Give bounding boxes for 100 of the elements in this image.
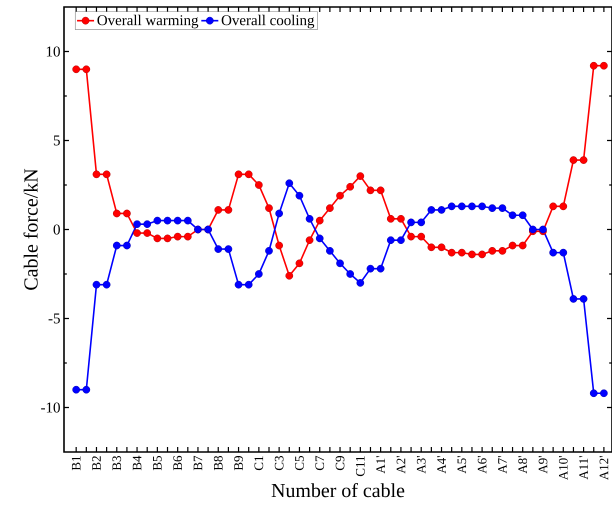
point [184,232,192,240]
legend-label: Overall warming [97,14,198,28]
point [458,202,466,210]
x-tick-label: C9 [336,456,344,470]
point [448,202,456,210]
point [438,243,446,252]
x-tick-label: B9 [234,456,243,470]
point [133,220,141,228]
x-tick-label: A1' [376,456,385,474]
point [255,270,263,278]
point [356,172,364,180]
x-tick-label: C3 [274,456,284,470]
point [458,248,466,256]
legend-label: Overall cooling [222,14,314,28]
point [164,234,172,242]
point [214,245,222,253]
point [306,214,314,223]
point [590,62,598,70]
point [468,202,476,210]
x-tick-label: A8' [518,456,528,474]
x-tick-label: B2 [92,456,101,470]
point [102,280,110,289]
point [164,216,172,224]
x-tick-label: C7 [315,456,324,470]
point [82,65,90,74]
point [376,186,384,194]
point [326,247,334,255]
x-tick-label: A12' [600,456,608,480]
point [275,242,283,250]
x-tick-label: B4 [132,456,142,470]
point [316,234,324,242]
point [478,202,486,210]
point [488,204,496,212]
point [549,202,557,210]
point [600,389,608,398]
point [143,220,152,228]
point [376,264,384,272]
point [224,245,232,253]
x-tick-label: C1 [254,456,264,470]
point [296,259,304,268]
point [285,272,294,280]
point [296,192,304,200]
point [386,214,395,223]
y-tick-label: -10 [41,402,60,413]
point [336,192,344,200]
point [184,216,192,224]
point [346,182,354,191]
point [336,259,344,268]
point [316,216,324,224]
point [438,206,446,214]
point [366,186,374,194]
point [570,156,578,164]
point [255,181,263,189]
point [285,179,294,188]
point [397,214,405,223]
point [174,232,182,240]
y-tick-label: 0 [54,224,60,235]
point [133,229,141,237]
x-tick-label: B5 [153,456,162,470]
point [154,234,162,242]
point [346,270,354,278]
point [234,170,242,178]
point [234,280,242,289]
point [174,216,182,224]
y-tick-label: 10 [46,46,60,57]
point [244,280,253,289]
point [397,236,405,244]
point [92,170,100,178]
point [559,202,568,210]
x-tick-label: B7 [194,456,202,470]
x-tick-label: B8 [214,456,223,470]
x-tick-label: B1 [72,456,80,470]
point [214,206,222,214]
point [407,218,415,226]
x-tick-label: A3' [416,456,426,474]
point [498,247,506,255]
x-tick-label: A9' [538,456,548,474]
point [549,248,557,256]
point [488,247,496,255]
point [112,210,121,218]
point [154,216,162,224]
point [498,204,506,212]
x-tick-label: A6' [478,456,486,474]
point [224,206,232,214]
point [559,248,568,256]
point [265,204,273,212]
point [112,242,121,250]
x-tick-label: B6 [173,456,182,470]
point [92,280,100,289]
point [306,236,314,244]
point [478,250,486,258]
point [580,295,588,303]
y-tick-label: 5 [54,136,60,146]
point [143,229,152,237]
point [265,247,273,255]
point [448,248,456,256]
point [570,295,578,303]
point [72,386,80,394]
x-axis-title: Number of cable [272,483,404,498]
x-tick-label: A5' [457,456,466,474]
